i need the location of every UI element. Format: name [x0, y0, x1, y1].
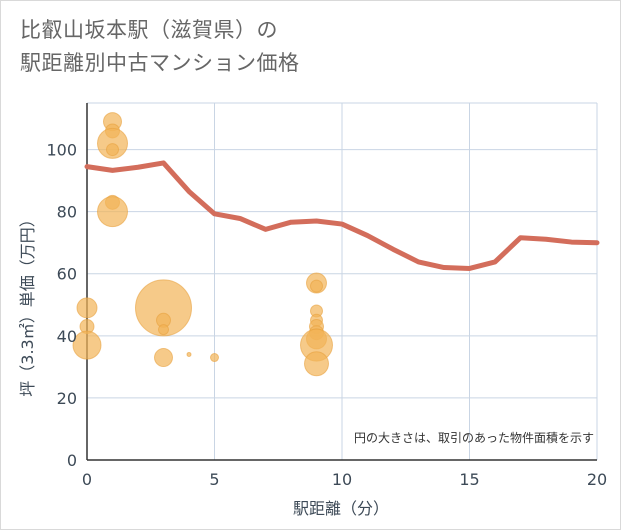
bubble-point	[97, 196, 128, 228]
chart-title-line-2: 駅距離別中古マンション価格	[20, 51, 300, 75]
bubble-point	[76, 297, 98, 319]
bubble-point	[210, 353, 219, 363]
y-axis-label: 坪（3.3㎡）単価（万円）	[18, 211, 37, 396]
average-price-polyline	[84, 160, 600, 271]
bubble-size-note: 円の大きさは、取引のあった物件面積を示す	[354, 430, 594, 445]
y-tick-label: 0	[67, 451, 77, 470]
bubble-point	[135, 279, 192, 337]
grid-lines	[86, 102, 598, 461]
chart-title: 比叡山坂本駅（滋賀県）の 駅距離別中古マンション価格	[20, 14, 300, 80]
y-tick-label: 40	[57, 327, 77, 346]
bubble-point	[310, 279, 323, 293]
bubble-point	[154, 348, 173, 368]
y-tick-label: 60	[57, 265, 77, 284]
bubble-series	[72, 112, 333, 377]
x-tick-label: 0	[82, 470, 92, 489]
y-tick-label: 20	[57, 389, 77, 408]
x-tick-label: 20	[587, 470, 607, 489]
x-tick-label: 15	[459, 470, 479, 489]
chart-title-line-1: 比叡山坂本駅（滋賀県）の	[20, 18, 278, 42]
x-tick-label: 10	[332, 470, 352, 489]
y-tick-label: 80	[57, 203, 77, 222]
y-tick-label: 100	[46, 141, 77, 160]
bubble-point	[304, 351, 329, 377]
x-tick-label: 5	[209, 470, 219, 489]
average-price-line	[84, 160, 600, 271]
bubble-point	[186, 351, 192, 357]
bubble-point	[106, 143, 119, 157]
bubble-point	[72, 330, 102, 360]
x-axis-label: 駅距離（分）	[293, 499, 389, 518]
axis-ticks: 0 5 10 15 20 0 20 40 60 80 100	[46, 141, 607, 489]
bubble-point	[158, 324, 169, 336]
